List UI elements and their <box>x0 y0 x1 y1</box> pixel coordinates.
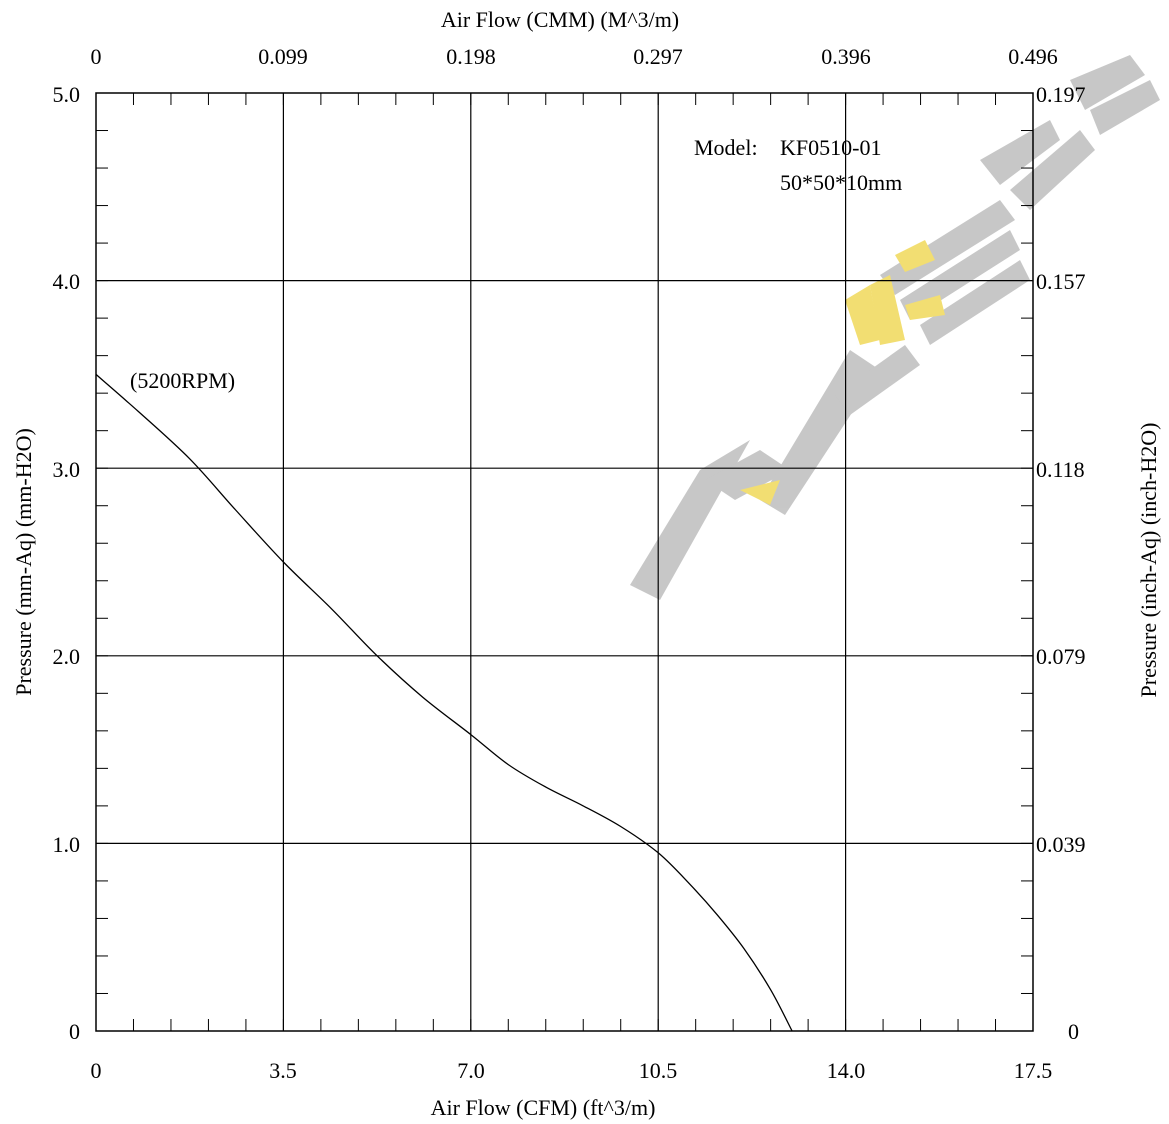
y2-tick-labels: 0 0.039 0.079 0.118 0.157 0.197 <box>1036 82 1086 1044</box>
y2-tick-label: 0.197 <box>1036 82 1086 107</box>
y2-tick-label: 0.118 <box>1036 457 1085 482</box>
grid-lines <box>96 93 1033 1031</box>
plot-frame <box>95 92 1034 1032</box>
x2-tick-label: 0.396 <box>821 44 871 69</box>
y-tick-label: 4.0 <box>53 269 81 294</box>
x2-tick-label: 0 <box>91 44 102 69</box>
y-tick-label: 1.0 <box>53 832 81 857</box>
x-tick-label: 3.5 <box>269 1058 297 1083</box>
x2-tick-label: 0.099 <box>258 44 308 69</box>
y2-tick-label: 0.079 <box>1036 644 1086 669</box>
model-label: Model: <box>694 135 758 160</box>
x-tick-label: 17.5 <box>1014 1058 1053 1083</box>
size-value: 50*50*10mm <box>780 170 902 195</box>
y2-tick-label: 0 <box>1068 1019 1079 1044</box>
y-tick-label: 2.0 <box>53 644 81 669</box>
x2-tick-label: 0.297 <box>633 44 683 69</box>
x-tick-label: 10.5 <box>639 1058 678 1083</box>
y-tick-label: 3.0 <box>53 457 81 482</box>
pq-curve-line <box>95 373 793 1032</box>
x-axis-title: Air Flow (CFM) (ft^3/m) <box>431 1095 656 1120</box>
x2-axis-title: Air Flow (CMM) (M^3/m) <box>441 7 679 32</box>
y-tick-labels: 0 1.0 2.0 3.0 4.0 5.0 <box>53 82 81 1044</box>
tick-marks <box>96 93 1033 1031</box>
x2-tick-label: 0.198 <box>446 44 496 69</box>
jiance-watermark-logo <box>630 55 1160 600</box>
y-axis-title: Pressure (mm-Aq) (mm-H2O) <box>11 428 36 696</box>
x2-tick-label: 0.496 <box>1008 44 1058 69</box>
x-tick-label: 7.0 <box>457 1058 485 1083</box>
y-tick-label: 5.0 <box>53 82 81 107</box>
x-tick-label: 14.0 <box>827 1058 866 1083</box>
x-tick-labels: 0 3.5 7.0 10.5 14.0 17.5 <box>91 1058 1053 1083</box>
rpm-label: (5200RPM) <box>130 368 235 393</box>
y-tick-label: 0 <box>69 1019 80 1044</box>
y2-tick-label: 0.039 <box>1036 832 1086 857</box>
model-value: KF0510-01 <box>780 135 881 160</box>
x-tick-label: 0 <box>91 1058 102 1083</box>
x2-tick-labels: 0 0.099 0.198 0.297 0.396 0.496 <box>91 44 1058 69</box>
y2-axis-title: Pressure (inch-Aq) (inch-H2O) <box>1136 423 1161 698</box>
y2-tick-label: 0.157 <box>1036 269 1086 294</box>
